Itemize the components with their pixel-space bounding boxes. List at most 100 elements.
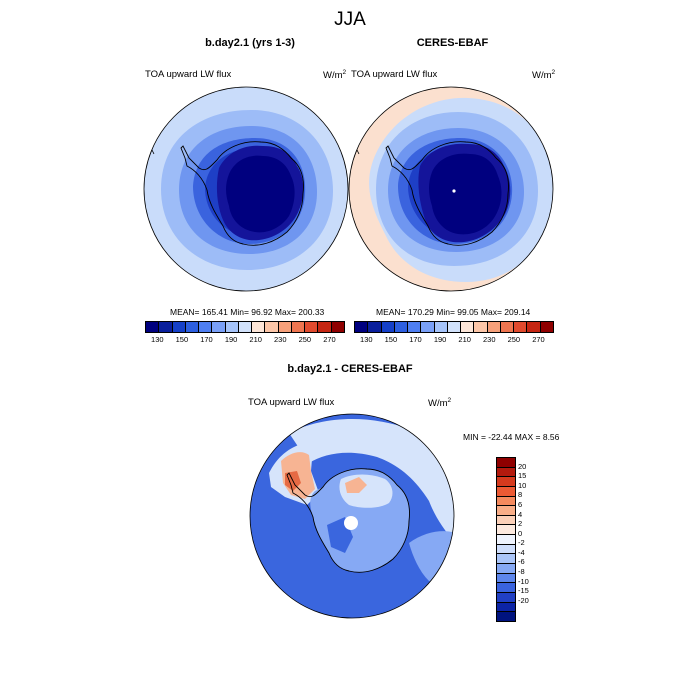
figure-title: JJA [334, 9, 366, 30]
colorbar-swatch [497, 477, 515, 487]
colorbar-swatch [225, 322, 239, 332]
colorbar-swatch [185, 322, 200, 332]
colorbar-swatch [146, 322, 160, 332]
colorbar-swatch [500, 322, 515, 332]
map-diff-polar [249, 413, 455, 619]
panel-left-units-base: W/m [323, 70, 343, 82]
map-model-polar [143, 86, 349, 292]
colorbar-tick-label: -4 [518, 547, 525, 557]
colorbar-right-ticks: 130 150 170 190 210 230 250 270 [354, 335, 551, 344]
map-boundary [249, 413, 455, 619]
colorbar-swatch [331, 322, 344, 332]
map-land-core [226, 155, 295, 233]
panel-diff-units-base: W/m [428, 398, 448, 410]
colorbar-tick-label: 230 [274, 335, 287, 344]
colorbar-swatch [278, 322, 292, 332]
colorbar-swatch [291, 322, 306, 332]
colorbar-swatch [394, 322, 409, 332]
colorbar-swatch [252, 322, 266, 332]
map-boundary [348, 86, 554, 292]
colorbar-diff [496, 457, 516, 622]
colorbar-swatch [497, 612, 515, 621]
colorbar-swatch [487, 322, 501, 332]
colorbar-swatch [461, 322, 475, 332]
colorbar-swatch [265, 322, 279, 332]
colorbar-tick-label: 250 [298, 335, 312, 344]
panel-left-title: b.day2.1 (yrs 1-3) [205, 37, 295, 49]
colorbar-swatch [497, 458, 515, 468]
panel-right-units-base: W/m [532, 70, 552, 82]
colorbar-swatch [497, 496, 515, 507]
colorbar-swatch [172, 322, 186, 332]
map-coastline [385, 141, 509, 246]
colorbar-swatch [497, 467, 515, 478]
colorbar-tick-label: 250 [507, 335, 521, 344]
colorbar-swatch [497, 564, 515, 574]
colorbar-tick-label: 6 [518, 499, 523, 509]
colorbar-tick-label: 0 [518, 528, 523, 538]
colorbar-diff-ticks: 20 15 10 8 6 4 2 0 -2 -4 -6 -8 -10 -15 -20 [518, 457, 548, 620]
colorbar-swatch [421, 322, 435, 332]
colorbar-tick-label: 190 [433, 335, 447, 344]
colorbar-swatch [497, 583, 515, 593]
colorbar-swatch [497, 592, 515, 603]
colorbar-swatch [199, 322, 213, 332]
panel-diff-units: W/m2 [428, 397, 451, 409]
colorbar-tick-label: 170 [409, 335, 422, 344]
colorbar-swatch [447, 322, 462, 332]
colorbar-swatch [474, 322, 488, 332]
colorbar-tick-label: 130 [360, 335, 373, 344]
colorbar-swatch [408, 322, 422, 332]
panel-diff-units-exp: 2 [447, 397, 452, 404]
map-boundary [143, 86, 349, 292]
colorbar-tick-label: 10 [518, 480, 527, 490]
colorbar-left-ticks: 130 150 170 190 210 230 250 270 [145, 335, 342, 344]
colorbar-swatch [318, 322, 332, 332]
colorbar-swatch [497, 525, 515, 536]
panel-left-units: W/m2 [323, 69, 346, 81]
panel-right-units: W/m2 [532, 69, 555, 81]
colorbar-tick-label: 270 [323, 335, 336, 344]
colorbar-tick-label: 15 [518, 471, 527, 481]
colorbar-swatch [527, 322, 541, 332]
panel-diff-stats: MIN = -22.44 MAX = 8.56 [463, 432, 560, 442]
map-obs-polar [348, 86, 554, 292]
colorbar-tick-label: -8 [518, 567, 525, 577]
panel-diff-variable: TOA upward LW flux [248, 397, 335, 408]
panel-diff-title: b.day2.1 - CERES-EBAF [287, 363, 413, 375]
colorbar-tick-label: 210 [458, 335, 471, 344]
colorbar-swatch [368, 322, 382, 332]
panel-right-title: CERES-EBAF [416, 37, 489, 49]
colorbar-tick-label: -2 [518, 538, 525, 548]
colorbar-tick-label: 8 [518, 490, 523, 500]
colorbar-tick-label: -20 [518, 595, 529, 605]
panel-right-variable: TOA upward LW flux [351, 69, 438, 80]
colorbar-swatch [159, 322, 173, 332]
colorbar-swatch [434, 322, 448, 332]
colorbar-tick-label: 150 [175, 335, 189, 344]
colorbar-swatch [497, 515, 515, 526]
map-pole-marker [452, 189, 456, 193]
colorbar-swatch [497, 573, 515, 584]
colorbar-swatch [238, 322, 253, 332]
colorbar-swatch [497, 544, 515, 555]
map-land-core [429, 153, 502, 235]
panel-left-stats: MEAN= 165.41 Min= 96.92 Max= 200.33 [170, 307, 325, 317]
map-coastline [286, 468, 410, 573]
colorbar-tick-label: 20 [518, 461, 527, 471]
map-pole-hole [344, 516, 358, 530]
panel-right-units-exp: 2 [551, 69, 556, 76]
colorbar-tick-label: 4 [518, 509, 523, 519]
colorbar-swatch [540, 322, 553, 332]
colorbar-swatch [514, 322, 528, 332]
colorbar-right [354, 321, 554, 333]
colorbar-tick-label: 230 [483, 335, 496, 344]
colorbar-swatch [355, 322, 369, 332]
panel-left-units-exp: 2 [342, 69, 347, 76]
colorbar-tick-label: -15 [518, 586, 529, 596]
colorbar-swatch [497, 486, 515, 497]
colorbar-swatch [381, 322, 395, 332]
colorbar-tick-label: 210 [249, 335, 262, 344]
colorbar-tick-label: 130 [151, 335, 164, 344]
colorbar-tick-label: 270 [532, 335, 545, 344]
